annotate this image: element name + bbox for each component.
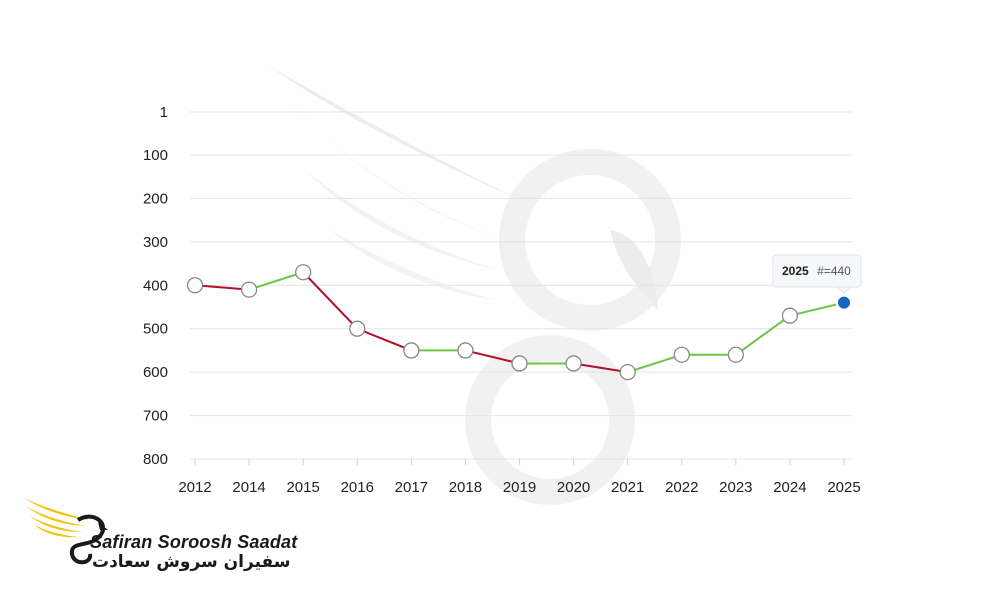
- data-point[interactable]: [349, 320, 366, 337]
- watermark-swan-logo: [268, 65, 681, 505]
- x-tick-label: 2024: [773, 479, 806, 496]
- tooltip: 2025 #=440: [772, 254, 862, 294]
- logo-name-fa: سفیران سروش سعادت: [92, 552, 291, 572]
- x-tick-label: 2021: [611, 479, 644, 496]
- line-segment: [627, 353, 683, 374]
- x-axis-ticks: 2012 2014 2015 2016 2017 2018 2019 2020 2021 2022…: [178, 459, 861, 496]
- series-points: [186, 264, 852, 381]
- data-point[interactable]: [240, 281, 258, 298]
- x-tick-label: 2020: [557, 479, 590, 496]
- x-tick-label: 2022: [665, 479, 698, 496]
- y-tick-label: 1: [160, 104, 168, 121]
- line-segment: [789, 301, 845, 317]
- gridlines: [190, 111, 852, 460]
- tooltip-year: 2025: [782, 264, 809, 278]
- line-segment: [356, 327, 412, 352]
- line-segment: [465, 349, 520, 365]
- company-logo: Safiran Soroosh Saadat سفیران سروش سعادت: [20, 492, 300, 582]
- y-tick-label: 200: [143, 190, 168, 207]
- data-point[interactable]: [565, 355, 582, 372]
- logo-name-en: Safiran Soroosh Saadat: [90, 532, 298, 552]
- y-tick-label: 500: [143, 321, 168, 338]
- line-segment: [573, 362, 628, 374]
- y-tick-label: 100: [143, 147, 168, 164]
- tooltip-text: 2025 #=440: [782, 262, 851, 279]
- line-segment: [302, 271, 358, 330]
- x-tick-label: 2023: [719, 479, 752, 496]
- tooltip-pointer: [836, 286, 852, 294]
- y-tick-label: 300: [143, 234, 168, 251]
- data-point[interactable]: [781, 307, 799, 324]
- x-tick-label: 2025: [827, 479, 860, 496]
- swan-logo-icon: [24, 498, 108, 565]
- tooltip-box: [772, 254, 862, 288]
- series-line: [194, 271, 845, 374]
- line-segment: [735, 314, 791, 356]
- y-tick-label: 800: [143, 451, 168, 468]
- data-point[interactable]: [186, 277, 204, 294]
- data-point[interactable]: [457, 342, 474, 359]
- data-point[interactable]: [836, 294, 852, 311]
- data-point[interactable]: [619, 363, 636, 381]
- data-point[interactable]: [511, 355, 528, 372]
- y-tick-label: 400: [143, 277, 168, 294]
- y-tick-label: 600: [143, 364, 168, 381]
- data-point[interactable]: [403, 342, 420, 359]
- x-tick-label: 2015: [286, 479, 319, 496]
- line-segment: [248, 271, 304, 291]
- tooltip-value: #=440: [817, 264, 851, 278]
- x-tick-label: 2017: [395, 479, 428, 496]
- y-axis-ticks: 1 100 200 300 400 500 600 700 800: [143, 104, 168, 468]
- data-point[interactable]: [673, 346, 690, 363]
- x-tick-label: 2012: [178, 479, 211, 496]
- x-tick-label: 2014: [232, 479, 265, 496]
- x-tick-label: 2019: [503, 479, 536, 496]
- line-segment: [194, 284, 250, 291]
- x-tick-label: 2016: [341, 479, 374, 496]
- x-tick-label: 2018: [449, 479, 482, 496]
- data-point[interactable]: [727, 346, 744, 363]
- data-point[interactable]: [295, 264, 312, 281]
- y-tick-label: 700: [143, 408, 168, 425]
